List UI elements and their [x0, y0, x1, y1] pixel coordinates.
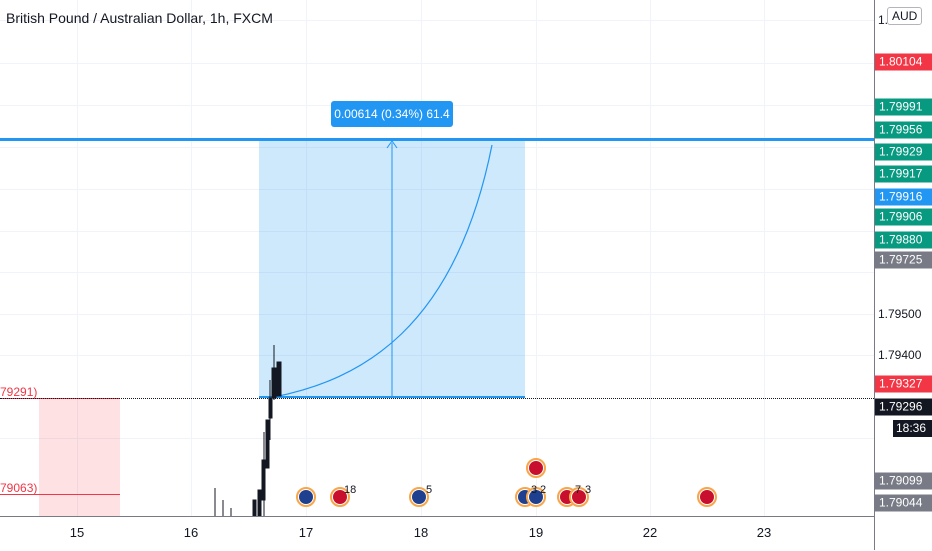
chart-overlay	[214, 140, 493, 516]
event-count: 2	[540, 484, 547, 496]
candles	[214, 345, 282, 516]
price-badge: 1.79880	[875, 231, 932, 249]
economic-event-icon[interactable]	[526, 458, 546, 478]
time-tick: 19	[528, 525, 544, 540]
grid-line	[0, 20, 874, 21]
event-count: 3	[531, 484, 538, 496]
currency-button[interactable]: AUD	[887, 7, 923, 25]
level-label: 79063)	[0, 481, 38, 495]
price-badge: 1.79991	[875, 98, 932, 116]
measure-tooltip: 0.00614 (0.34%) 61.4	[331, 101, 453, 127]
price-axis[interactable]: 1.8 AUD 1.80104 1.79991 1.79956 1.79929 …	[874, 0, 932, 550]
price-badge: 1.79917	[875, 165, 932, 183]
stop-line	[0, 494, 120, 495]
measure-top-line	[0, 138, 874, 141]
price-badge: 1.79327	[875, 375, 932, 393]
price-badge: 1.79929	[875, 143, 932, 161]
price-badge: 1.80104	[875, 53, 932, 71]
price-badge: 1.79956	[875, 121, 932, 139]
grid-line	[0, 438, 874, 439]
time-tick: 22	[642, 525, 658, 540]
grid-line	[421, 0, 422, 516]
chart-title: British Pound / Australian Dollar, 1h, F…	[6, 10, 273, 26]
economic-event-icon[interactable]	[569, 487, 589, 507]
economic-event-icon[interactable]	[296, 487, 316, 507]
grid-line	[0, 272, 874, 273]
grid-line	[650, 0, 651, 516]
price-badge: 1.79916	[875, 188, 932, 206]
measure-bottom-line	[259, 396, 525, 398]
event-count: 18	[344, 484, 357, 496]
price-badge: 1.79099	[875, 472, 932, 490]
grid-line	[764, 0, 765, 516]
chart-plot-area[interactable]: 79291) 79063) 0.00614 (0.34%) 61.4	[0, 0, 874, 516]
economic-event-icon[interactable]	[330, 487, 350, 507]
grid-line	[0, 314, 874, 315]
time-tick: 18	[413, 525, 429, 540]
economic-event-icon[interactable]	[697, 487, 717, 507]
grid-line	[0, 147, 874, 148]
event-count: 5	[426, 484, 433, 496]
time-tick: 16	[183, 525, 199, 540]
price-badge: 1.79044	[875, 494, 932, 512]
short-position-zone[interactable]	[39, 398, 120, 516]
projection-curve	[273, 144, 493, 398]
bar-countdown: 18:36	[893, 420, 932, 437]
grid-line	[0, 189, 874, 190]
time-tick: 23	[756, 525, 772, 540]
current-price-line	[0, 398, 874, 399]
grid-line	[0, 63, 874, 64]
price-badge: 1.79296	[875, 398, 932, 416]
event-count: 7	[575, 484, 582, 496]
price-tick: 1.79400	[878, 348, 922, 362]
economic-event-icon[interactable]	[409, 487, 429, 507]
level-label: 79291)	[0, 385, 38, 399]
price-badge: 1.79906	[875, 208, 932, 226]
grid-line	[191, 0, 192, 516]
grid-line	[0, 231, 874, 232]
event-count: 3	[585, 484, 592, 496]
grid-line	[536, 0, 537, 516]
economic-event-icon[interactable]	[526, 487, 546, 507]
time-tick: 17	[298, 525, 314, 540]
measure-arrowhead	[386, 140, 398, 149]
time-tick: 15	[69, 525, 85, 540]
grid-line	[306, 0, 307, 516]
grid-line	[77, 0, 78, 516]
price-badge: 1.79725	[875, 251, 932, 269]
time-axis[interactable]: 15 16 17 18 19 22 23	[0, 516, 874, 551]
price-tick: 1.79500	[878, 307, 922, 321]
grid-line	[0, 355, 874, 356]
